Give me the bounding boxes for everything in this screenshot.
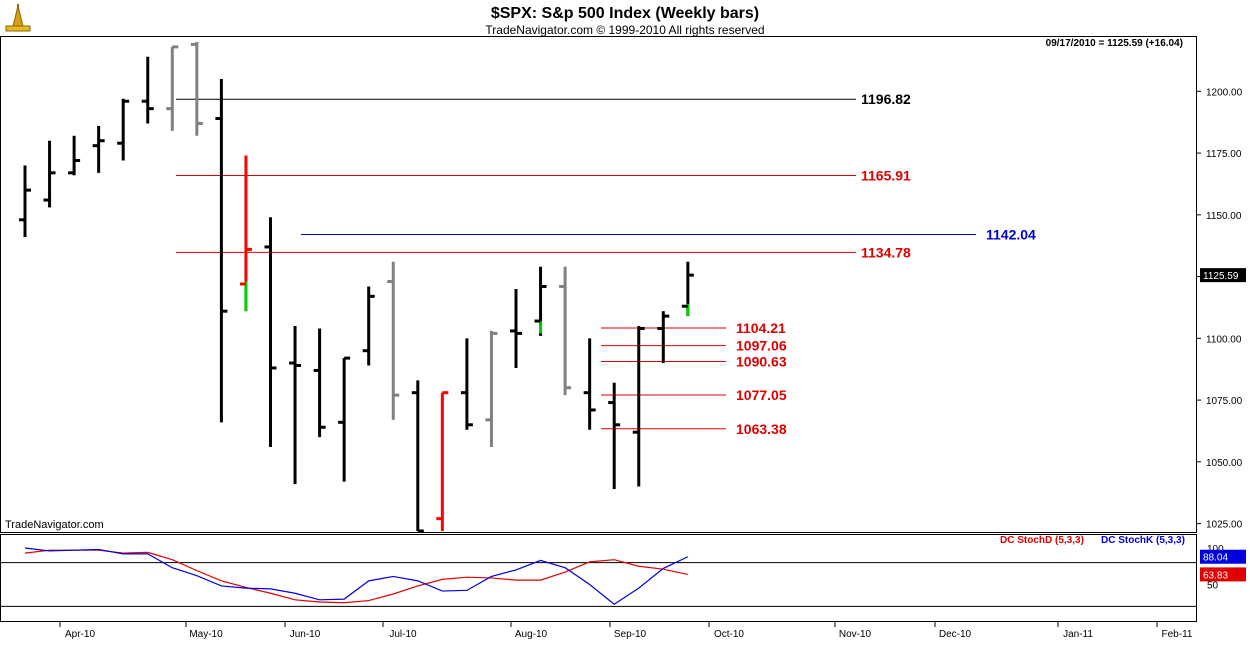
level-label: 1165.91 — [861, 168, 911, 184]
watermark: TradeNavigator.com — [5, 519, 104, 531]
price-axis: 1025.001050.001075.001100.001125.001150.… — [1196, 87, 1246, 531]
time-tick-label: Oct-10 — [714, 629, 744, 640]
price-tick-label: 1075.00 — [1206, 396, 1243, 407]
price-tick-label: 1150.00 — [1206, 211, 1242, 222]
price-tick-label: 1200.00 — [1206, 87, 1243, 98]
time-tick-label: Aug-10 — [515, 629, 548, 640]
time-tick-label: Jul-10 — [389, 629, 417, 640]
level-label: 1134.78 — [861, 244, 911, 260]
time-tick-label: Jun-10 — [290, 629, 321, 640]
support-resistance-levels: 1196.82 1165.91 1142.04 1134.78 1104.21 1097.… — [176, 91, 1036, 437]
stoch-value-badge — [1200, 549, 1246, 564]
price-panel-frame — [0, 36, 1197, 533]
current-price-label: 1125.59 — [1203, 271, 1239, 282]
stoch-value-label: 88.04 — [1203, 553, 1228, 564]
level-label: 1196.82 — [861, 91, 911, 107]
price-info: 09/17/2010 = 1125.59 (+16.04) — [1046, 38, 1183, 49]
time-tick-label: Nov-10 — [839, 629, 872, 640]
time-tick-label: Feb-11 — [1162, 629, 1193, 640]
level-label: 1104.21 — [736, 320, 786, 336]
stoch-value-badge — [1200, 567, 1246, 582]
price-tick-label: 1025.00 — [1206, 520, 1243, 531]
logo-icon — [2, 3, 34, 35]
current-price-badge — [1200, 268, 1246, 283]
time-axis: Apr-10 May-10 Jun-10 Jul-10 Aug-10 Sep-10 Oct-… — [59, 621, 1193, 640]
stoch-tick-label: 50 — [1207, 581, 1219, 592]
level-label: 1063.38 — [736, 421, 787, 437]
level-label: 1077.05 — [736, 387, 787, 403]
level-label: 1090.63 — [736, 353, 787, 369]
stoch-line — [24, 549, 688, 604]
stoch-tick-label: 100 — [1207, 544, 1224, 555]
time-tick-label: Sep-10 — [614, 629, 647, 640]
price-tick-label: 1100.00 — [1206, 334, 1242, 345]
chart-subtitle: TradeNavigator.com © 1999-2010 All right… — [485, 23, 764, 37]
time-tick-label: Jan-11 — [1063, 629, 1093, 640]
time-tick-label: Apr-10 — [65, 629, 95, 640]
chart-title: $SPX: S&p 500 Index (Weekly bars) — [491, 5, 759, 22]
level-label: 1142.04 — [986, 227, 1036, 243]
time-tick-label: May-10 — [189, 629, 223, 640]
legend-stochd: DC StochD (5,3,3) — [1000, 535, 1084, 546]
price-bars — [19, 41, 694, 533]
stoch-value-label: 63.83 — [1203, 570, 1228, 581]
price-tick-label: 1175.00 — [1206, 149, 1242, 160]
stoch-line — [24, 547, 689, 605]
price-tick-label: 1050.00 — [1206, 458, 1243, 469]
legend-stochk: DC StochK (5,3,3) — [1101, 535, 1185, 546]
stoch-panel-frame — [0, 534, 1197, 622]
level-label: 1097.06 — [736, 338, 787, 354]
time-tick-label: Dec-10 — [939, 629, 972, 640]
